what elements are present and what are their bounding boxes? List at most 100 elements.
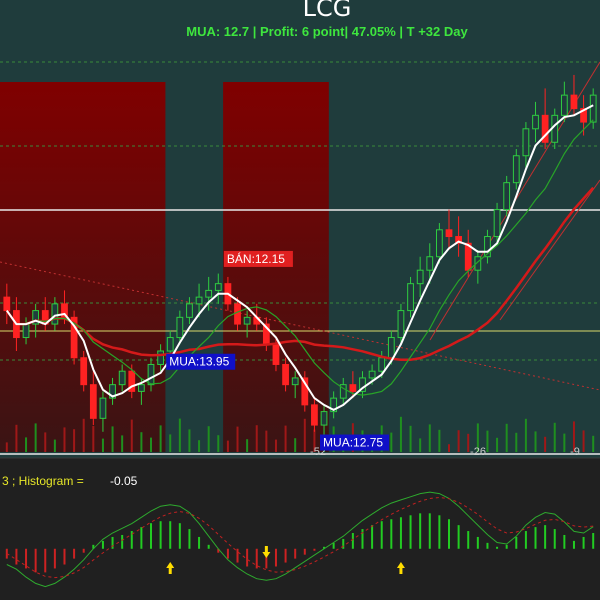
buy-arrow-icon	[396, 562, 405, 574]
candle-body	[368, 370, 376, 379]
volume-bar	[553, 422, 556, 452]
volume-bar	[73, 429, 76, 452]
sell-arrow-icon	[262, 546, 271, 558]
signal-label-box	[320, 434, 390, 451]
histogram-bar	[390, 519, 393, 549]
histogram-bar	[582, 536, 585, 549]
histogram-bar	[592, 533, 595, 549]
candle-body	[349, 384, 357, 392]
histogram-bar	[178, 523, 181, 549]
candle-body	[570, 94, 578, 110]
sell-signal-label: BÁN:12.15	[227, 251, 285, 266]
histogram-bar	[563, 534, 566, 549]
volume-bar	[121, 435, 124, 452]
candle-body	[282, 363, 289, 386]
candle-body	[128, 370, 136, 392]
volume-bar	[582, 430, 585, 452]
histogram-bar	[82, 548, 85, 553]
histogram-bar	[34, 548, 37, 573]
candle-body	[484, 236, 491, 258]
candle-body	[522, 128, 530, 157]
candle-body	[474, 256, 482, 271]
candle-body	[387, 337, 395, 359]
volume-bar	[198, 440, 201, 452]
histogram-bar	[476, 536, 479, 549]
volume-bar	[515, 432, 518, 452]
histogram-bar	[101, 540, 104, 549]
volume-bar	[82, 418, 85, 452]
volume-bar	[524, 418, 527, 452]
candle-body	[176, 316, 184, 339]
ma-fast-line	[5, 104, 594, 412]
volume-bar	[246, 439, 249, 452]
candle-body	[109, 384, 116, 399]
candle-body	[426, 256, 434, 271]
volume-bar	[150, 437, 152, 452]
signal-label-box	[166, 353, 236, 370]
histogram-bar	[44, 548, 47, 573]
histogram-bar	[63, 548, 66, 565]
candle-body	[291, 377, 299, 386]
histogram-bar	[265, 548, 268, 569]
volume-bar	[178, 418, 181, 452]
histogram-bar	[486, 542, 489, 549]
candle-body	[22, 323, 30, 339]
volume-bar	[294, 438, 297, 452]
volume-bar	[467, 433, 470, 452]
indicator-value: -0.05	[110, 474, 138, 488]
histogram-bar	[198, 536, 201, 549]
volume-bar	[265, 430, 268, 452]
volume-bar	[226, 440, 229, 452]
candle-body	[166, 337, 174, 352]
volume-bar	[438, 429, 441, 452]
buy-signal-label: MUA:13.95	[169, 355, 229, 369]
candle-body	[147, 363, 155, 386]
histogram-bar	[15, 548, 18, 565]
volume-bar	[428, 424, 431, 452]
histogram-bar	[448, 519, 450, 549]
sell-zone	[223, 82, 329, 452]
volume-bar	[92, 426, 95, 452]
candle-body	[436, 229, 443, 258]
volume-bar	[255, 425, 258, 452]
histogram-bar	[130, 531, 133, 549]
candle-body	[99, 397, 107, 419]
candle-body	[532, 114, 539, 130]
volume-bar	[390, 432, 393, 452]
histogram-bar	[284, 548, 287, 563]
candle-body	[214, 283, 222, 291]
histogram-bar	[361, 529, 364, 549]
histogram-bar	[159, 521, 162, 549]
candle-body	[512, 155, 520, 184]
candle-body	[3, 296, 11, 312]
histogram-bar	[313, 548, 316, 551]
macd-line	[6, 491, 594, 588]
candle-body	[560, 94, 568, 116]
volume-bar	[274, 439, 277, 452]
indicator-label: 3 ; Histogram =	[2, 474, 84, 488]
histogram-bar	[323, 546, 326, 549]
histogram-bar	[457, 525, 460, 549]
histogram-bar	[121, 534, 124, 549]
histogram-bar	[380, 521, 383, 549]
histogram-bar	[92, 544, 95, 549]
volume-bar	[313, 429, 316, 452]
volume-bar	[303, 418, 306, 452]
candle-body	[493, 209, 501, 238]
candle-body	[455, 236, 462, 244]
volume-bar	[101, 438, 104, 452]
histogram-bar	[53, 548, 56, 569]
candle-body	[580, 108, 587, 123]
candle-body	[195, 296, 203, 305]
histogram-bar	[246, 548, 249, 567]
candle-body	[118, 370, 126, 386]
histogram-bar	[25, 548, 28, 569]
volume-bar	[111, 426, 114, 452]
volume-bar	[5, 442, 8, 452]
candle-body	[416, 269, 424, 285]
candle-body	[397, 310, 405, 339]
candle-body	[205, 289, 213, 298]
chart-title: LCG	[303, 0, 352, 22]
volume-bar	[457, 430, 460, 452]
